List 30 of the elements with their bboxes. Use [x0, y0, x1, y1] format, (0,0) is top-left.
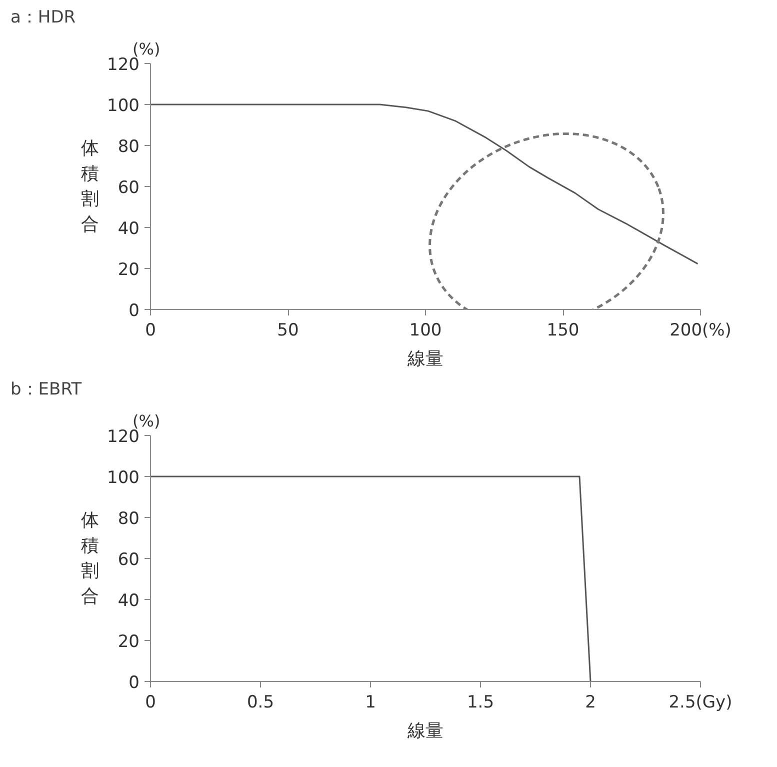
y-axis-title: 体積割合 [81, 510, 100, 607]
x-tick-label: 2 [585, 692, 596, 712]
y-axis-title: 体積割合 [81, 138, 100, 235]
y-tick-label: 80 [118, 509, 140, 529]
x-tick-label: 50 [277, 320, 299, 340]
x-tick-label: 0 [145, 692, 156, 712]
x-tick-label: 150 [546, 320, 580, 340]
y-tick-label: 0 [128, 301, 140, 321]
x-tick-label: 0 [145, 320, 156, 340]
x-tick-label: 200(%) [670, 320, 732, 340]
y-tick-label: 60 [118, 550, 140, 570]
y-tick-label: 80 [118, 137, 140, 157]
y-tick-label: 60 [118, 178, 140, 198]
y-tick-label: 40 [118, 591, 140, 611]
line-series [150, 104, 698, 265]
x-axis-title: 線量 [406, 720, 444, 742]
y-tick-label: 0 [128, 673, 140, 693]
x-tick-label: 100 [409, 320, 442, 340]
chart-title: b：EBRT [10, 380, 82, 400]
x-tick-label: 2.5(Gy) [668, 692, 732, 712]
x-tick-label: 1.5 [466, 692, 494, 712]
y-tick-label: 40 [118, 219, 140, 239]
y-tick-label: 20 [118, 632, 140, 652]
y-tick-label: 100 [107, 468, 140, 488]
x-axis-title: 線量 [406, 348, 444, 370]
chart-title: a：HDR [10, 8, 76, 28]
x-tick-label: 0.5 [246, 692, 274, 712]
y-tick-label: 100 [107, 96, 140, 116]
y-tick-label: 20 [118, 260, 140, 280]
x-tick-label: 1 [365, 692, 376, 712]
